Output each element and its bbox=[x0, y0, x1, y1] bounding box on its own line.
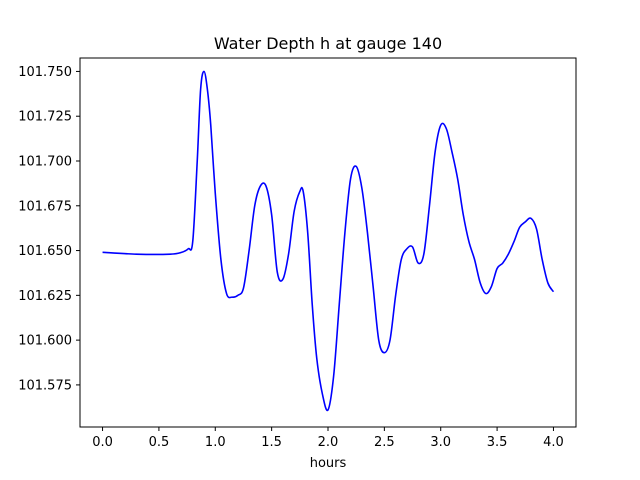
y-tick-label: 101.625 bbox=[18, 289, 72, 304]
y-tick-label: 101.575 bbox=[18, 378, 72, 393]
y-tick-label: 101.600 bbox=[18, 334, 72, 349]
x-tick-label: 0.5 bbox=[149, 435, 170, 450]
x-tick-label: 1.0 bbox=[205, 435, 226, 450]
y-tick-label: 101.675 bbox=[18, 199, 72, 214]
plot-area bbox=[102, 70, 555, 412]
x-tick-label: 4.0 bbox=[543, 435, 564, 450]
chart-title: Water Depth h at gauge 140 bbox=[214, 34, 442, 53]
y-tick-label: 101.750 bbox=[18, 65, 72, 80]
x-tick-label: 2.5 bbox=[374, 435, 395, 450]
x-axis: 0.0 0.5 1.0 1.5 2.0 2.5 3.0 3.5 4.0 bbox=[92, 427, 564, 450]
y-tick-label: 101.700 bbox=[18, 154, 72, 169]
plot-frame bbox=[79, 57, 577, 428]
series-line bbox=[102, 70, 555, 412]
y-axis: 101.575 101.600 101.625 101.650 101.675 101.7… bbox=[18, 65, 80, 393]
x-axis-label: hours bbox=[310, 456, 347, 471]
x-tick-label: 3.5 bbox=[487, 435, 508, 450]
y-tick-label: 101.725 bbox=[18, 110, 72, 125]
x-tick-label: 3.0 bbox=[430, 435, 451, 450]
x-tick-label: 0.0 bbox=[92, 435, 113, 450]
x-tick-label: 1.5 bbox=[261, 435, 282, 450]
x-tick-label: 2.0 bbox=[318, 435, 339, 450]
y-tick-label: 101.650 bbox=[18, 244, 72, 259]
